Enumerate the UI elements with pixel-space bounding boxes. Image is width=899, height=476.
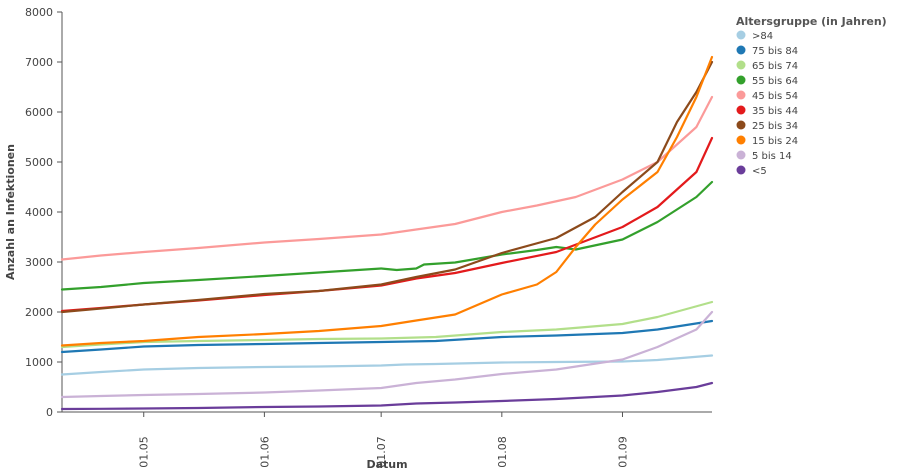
legend-label: <5 [752,166,767,177]
series-line [60,55,714,347]
legend-label: 35 bis 44 [752,106,798,117]
series-lines [60,55,714,411]
series-line [60,354,714,376]
legend-marker [736,60,746,70]
series-line [60,180,714,291]
x-axis: 01.05 01.06 01.07 01.08 01.09 [62,411,712,468]
y-tick-label: 1000 [25,356,53,369]
series-line [60,381,714,411]
x-tick-label: 01.05 [138,436,151,468]
y-axis-title: Anzahl an Infektionen [4,144,17,280]
y-tick-label: 3000 [25,256,53,269]
series-line [60,319,714,354]
legend-label: >84 [752,31,773,42]
legend-label: 5 bis 14 [752,151,792,162]
legend-label: 65 bis 74 [752,61,798,72]
legend-marker [736,165,746,175]
x-tick-label: 01.07 [375,436,388,468]
y-tick-label: 0 [46,406,53,419]
series-line [60,310,714,399]
legend-marker [736,30,746,40]
legend-marker [736,150,746,160]
x-tick-label: 01.09 [616,436,629,468]
x-tick-label: 01.06 [258,436,271,468]
legend-marker [736,120,746,130]
legend-label: 75 bis 84 [752,46,798,57]
legend-label: 45 bis 54 [752,91,798,102]
legend-label: 25 bis 34 [752,121,798,132]
legend-marker [736,45,746,55]
legend-marker [736,90,746,100]
legend-label: 55 bis 64 [752,76,798,87]
y-tick-label: 5000 [25,156,53,169]
legend-marker [736,135,746,145]
legend: Altersgruppe (in Jahren) >84 75 bis 84 65 … [736,15,887,177]
y-tick-label: 4000 [25,206,53,219]
x-tick-label: 01.08 [496,436,509,468]
legend-title: Altersgruppe (in Jahren) [736,15,887,28]
y-axis: 0 1000 2000 3000 4000 5000 6000 7000 8000 [25,6,63,419]
y-tick-label: 2000 [25,306,53,319]
legend-marker [736,105,746,115]
legend-label: 15 bis 24 [752,136,798,147]
legend-marker [736,75,746,85]
x-axis-title: Datum [366,458,407,471]
y-tick-label: 7000 [25,56,53,69]
series-line [60,95,714,261]
y-tick-label: 6000 [25,106,53,119]
series-line [60,136,714,313]
series-line [60,60,714,314]
y-tick-label: 8000 [25,6,53,19]
